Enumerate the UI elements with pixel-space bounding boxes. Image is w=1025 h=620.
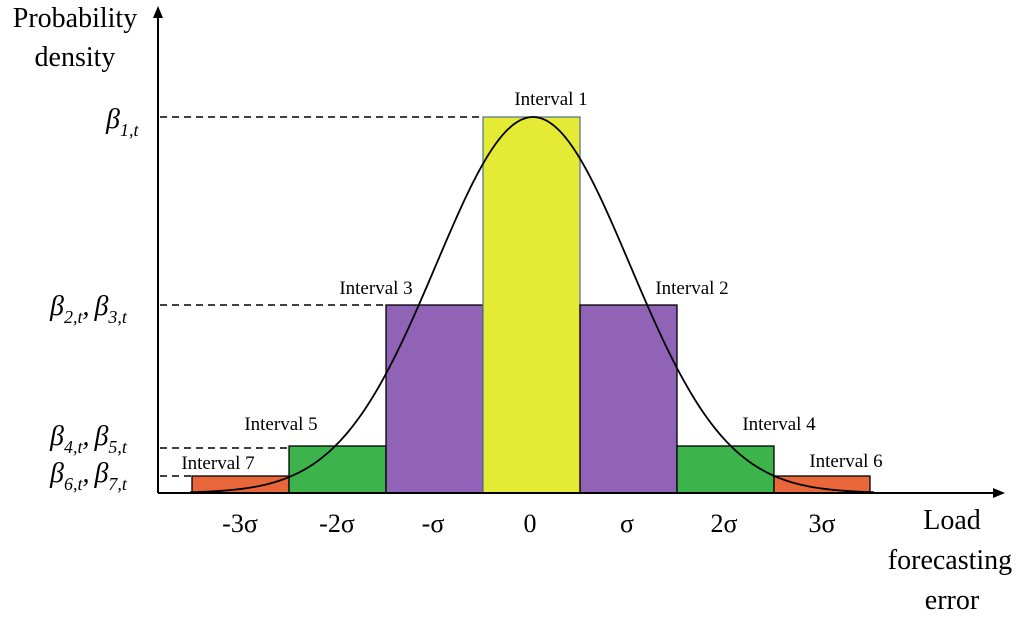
x-tick-label: -2σ [319, 509, 355, 538]
interval-1-label: Interval 1 [514, 89, 587, 110]
interval-3-bar [385, 304, 484, 494]
interval-7-label: Interval 7 [181, 453, 254, 474]
beta-6-7-label: β6,t, β7,t [49, 458, 128, 494]
beta-4-5-label: β4,t, β5,t [49, 421, 128, 457]
interval-labels: Interval 1 Interval 2 Interval 3 Interva… [181, 89, 882, 474]
interval-3-label: Interval 3 [339, 278, 412, 299]
beta-2-3-label: β2,t, β3,t [49, 291, 128, 327]
x-tick-labels: -3σ -2σ -σ 0 σ 2σ 3σ [222, 509, 835, 538]
y-axis-title-line-2: density [35, 42, 116, 73]
beta-labels: β1,t β2,t, β3,t β4,t, β5,t β6,t, β7,t [49, 104, 139, 494]
x-tick-label: -3σ [222, 509, 258, 538]
x-axis-title-line-2: forecasting [888, 545, 1012, 576]
interval-2-bar [579, 304, 678, 494]
x-axis-title-line-3: error [925, 585, 980, 616]
interval-5-label: Interval 5 [244, 414, 317, 435]
interval-bars [191, 116, 871, 494]
x-tick-label: -σ [422, 509, 445, 538]
interval-7-bar [191, 475, 290, 494]
normal-density-curve [189, 116, 875, 494]
interval-6-label: Interval 6 [809, 451, 882, 472]
beta-1-label: β1,t [105, 104, 139, 140]
y-axis-title-line-1: Probability [13, 3, 137, 34]
x-tick-label: 3σ [808, 509, 835, 538]
interval-1-bar [482, 116, 581, 494]
interval-4-label: Interval 4 [742, 414, 816, 435]
level-guides [160, 116, 483, 477]
x-tick-label: σ [620, 509, 634, 538]
interval-2-label: Interval 2 [655, 278, 728, 299]
interval-6-bar [773, 475, 871, 494]
x-axis-title-line-1: Load [923, 505, 981, 536]
x-tick-label: 0 [524, 509, 537, 538]
interval-4-bar [676, 445, 775, 494]
x-tick-label: 2σ [710, 509, 737, 538]
